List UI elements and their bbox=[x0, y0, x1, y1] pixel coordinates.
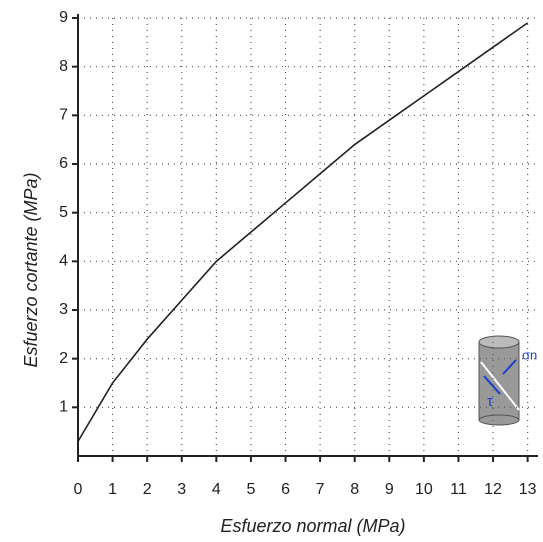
y-tick-label: 8 bbox=[59, 58, 68, 75]
y-tick-label: 4 bbox=[59, 253, 68, 270]
x-axis-label: Esfuerzo normal (MPa) bbox=[220, 516, 405, 536]
x-tick-label: 13 bbox=[519, 481, 537, 498]
x-tick-label: 9 bbox=[385, 481, 394, 498]
x-tick-label: 6 bbox=[281, 481, 290, 498]
cylinder-bottom bbox=[478, 414, 520, 426]
y-tick-label: 9 bbox=[59, 9, 68, 26]
annotation: τ bbox=[487, 393, 493, 410]
x-tick-label: 5 bbox=[246, 481, 255, 498]
shear-arrow bbox=[483, 375, 501, 395]
y-tick-label: 5 bbox=[59, 204, 68, 221]
x-tick-label: 1 bbox=[108, 481, 117, 498]
cylinder-body bbox=[478, 341, 520, 421]
x-tick-label: 0 bbox=[74, 481, 83, 498]
x-tick-label: 4 bbox=[212, 481, 221, 498]
x-tick-label: 3 bbox=[177, 481, 186, 498]
y-tick-label: 3 bbox=[59, 301, 68, 318]
shear-plane bbox=[480, 361, 520, 411]
y-tick-label: 7 bbox=[59, 107, 68, 124]
x-tick-label: 2 bbox=[143, 481, 152, 498]
cylinder-top bbox=[478, 335, 520, 349]
x-tick-label: 8 bbox=[350, 481, 359, 498]
y-tick-label: 1 bbox=[59, 399, 68, 416]
icon bbox=[478, 335, 520, 426]
x-tick-label: 12 bbox=[484, 481, 502, 498]
x-tick-label: 10 bbox=[415, 481, 433, 498]
annotation: σn bbox=[522, 347, 537, 362]
y-tick-label: 2 bbox=[59, 350, 68, 367]
x-tick-label: 7 bbox=[316, 481, 325, 498]
normal-arrow bbox=[502, 359, 517, 375]
y-axis-label: Esfuerzo cortante (MPa) bbox=[21, 172, 41, 367]
y-tick-label: 6 bbox=[59, 155, 68, 172]
x-tick-label: 11 bbox=[450, 481, 467, 498]
data-line bbox=[77, 22, 529, 442]
